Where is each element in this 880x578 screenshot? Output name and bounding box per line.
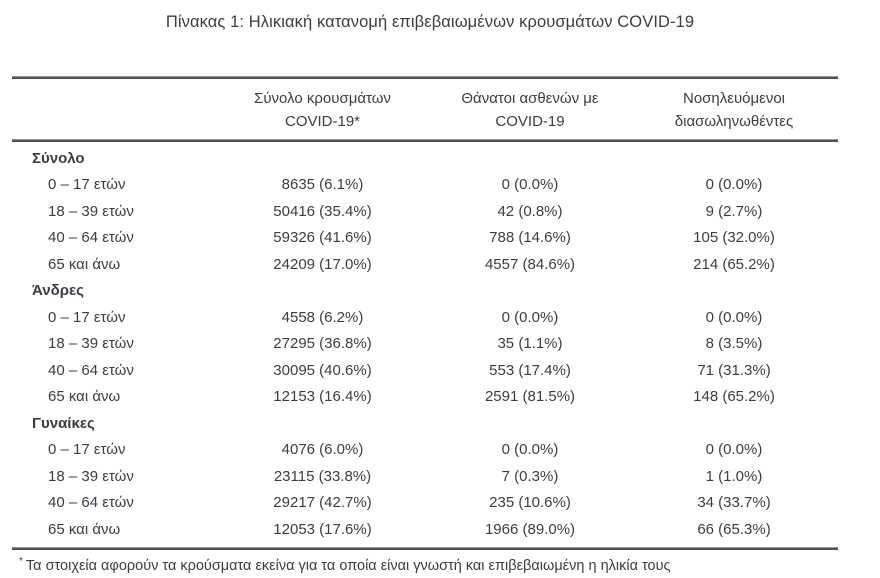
intubated-cell: 66 (65.3%) <box>697 520 771 538</box>
intubated-cell: 0 (0.0%) <box>705 176 763 194</box>
table-row: 40 – 64 ετών 30095 (40.6%) 553 (17.4%) 7… <box>12 357 838 384</box>
table-row: 65 και άνω 24209 (17.0%) 4557 (84.6%) 21… <box>12 251 838 278</box>
report-page: Πίνακας 1: Ηλικιακή κατανομή επιβεβαιωμέ… <box>0 13 880 578</box>
column-header-total-cases: Σύνολο κρουσμάτων COVID-19* <box>215 87 430 133</box>
deaths-cell: 2591 (81.5%) <box>484 388 576 406</box>
cases-cell: 24209 (17.0%) <box>273 255 372 273</box>
cases-cell: 30095 (40.6%) <box>273 361 372 379</box>
column-header-deaths: Θάνατοι ασθενών με COVID-19 <box>430 87 630 133</box>
table-row: 0 – 17 ετών 8635 (6.1%) 0 (0.0%) 0 (0.0%… <box>12 172 838 199</box>
section-label: Γυναίκες <box>32 414 95 432</box>
cases-cell: 4558 (6.2%) <box>281 308 364 326</box>
table-row: 65 και άνω 12053 (17.6%) 1966 (89.0%) 66… <box>12 516 838 543</box>
cases-cell: 4076 (6.0%) <box>281 441 364 459</box>
age-label-cell: 18 – 39 ετών <box>48 202 134 220</box>
intubated-cell: 105 (32.0%) <box>693 229 775 247</box>
cases-cell: 50416 (35.4%) <box>273 202 372 220</box>
deaths-cell: 235 (10.6%) <box>489 494 571 512</box>
age-label-cell: 40 – 64 ετών <box>48 229 134 247</box>
age-label-cell: 40 – 64 ετών <box>48 494 134 512</box>
deaths-cell: 553 (17.4%) <box>489 361 571 379</box>
intubated-cell: 0 (0.0%) <box>705 308 763 326</box>
intubated-cell: 71 (31.3%) <box>697 361 771 379</box>
age-label-cell: 65 και άνω <box>48 520 121 538</box>
intubated-cell: 214 (65.2%) <box>693 255 775 273</box>
table-footnote: * Τα στοιχεία αφορούν τα κρούσματα εκείνα… <box>12 556 838 574</box>
footnote-asterisk: * <box>19 555 23 567</box>
table-row: 65 και άνω 12153 (16.4%) 2591 (81.5%) 14… <box>12 384 838 411</box>
table-row: 0 – 17 ετών 4076 (6.0%) 0 (0.0%) 0 (0.0%… <box>12 437 838 464</box>
intubated-cell: 8 (3.5%) <box>705 335 763 353</box>
age-label-cell: 0 – 17 ετών <box>48 176 126 194</box>
age-label-cell: 0 – 17 ετών <box>48 441 126 459</box>
age-label-cell: 65 και άνω <box>48 255 121 273</box>
table-header-row: Σύνολο κρουσμάτων COVID-19* Θάνατοι ασθε… <box>12 79 838 139</box>
table-body: Σύνολο 0 – 17 ετών 8635 (6.1%) 0 (0.0%) … <box>12 142 838 547</box>
deaths-cell: 42 (0.8%) <box>497 202 563 220</box>
section-header-women: Γυναίκες <box>12 410 838 437</box>
column-header-deaths-line2: COVID-19 <box>495 113 565 130</box>
deaths-cell: 0 (0.0%) <box>501 441 559 459</box>
cases-cell: 27295 (36.8%) <box>273 335 372 353</box>
footnote-text: Τα στοιχεία αφορούν τα κρούσματα εκείνα … <box>25 557 671 574</box>
cases-cell: 23115 (33.8%) <box>273 467 372 485</box>
covid-age-distribution-table: Σύνολο κρουσμάτων COVID-19* Θάνατοι ασθε… <box>12 76 838 573</box>
table-row: 40 – 64 ετών 59326 (41.6%) 788 (14.6%) 1… <box>12 225 838 252</box>
age-label-cell: 18 – 39 ετών <box>48 335 134 353</box>
intubated-cell: 0 (0.0%) <box>705 441 763 459</box>
deaths-cell: 1966 (89.0%) <box>484 520 576 538</box>
section-label: Άνδρες <box>32 282 84 300</box>
cases-cell: 59326 (41.6%) <box>273 229 372 247</box>
section-header-men: Άνδρες <box>12 278 838 305</box>
cases-cell: 12053 (17.6%) <box>273 520 372 538</box>
deaths-cell: 7 (0.3%) <box>501 467 559 485</box>
deaths-cell: 35 (1.1%) <box>497 335 563 353</box>
table-row: 18 – 39 ετών 50416 (35.4%) 42 (0.8%) 9 (… <box>12 198 838 225</box>
intubated-cell: 9 (2.7%) <box>705 202 763 220</box>
table-row: 0 – 17 ετών 4558 (6.2%) 0 (0.0%) 0 (0.0%… <box>12 304 838 331</box>
deaths-cell: 0 (0.0%) <box>501 308 559 326</box>
section-header-total: Σύνολο <box>12 145 838 172</box>
column-header-intubated: Νοσηλευόμενοι διασωληνωθέντες <box>630 87 838 133</box>
table-row: 40 – 64 ετών 29217 (42.7%) 235 (10.6%) 3… <box>12 490 838 517</box>
column-header-deaths-line1: Θάνατοι ασθενών με <box>461 90 599 107</box>
cases-cell: 8635 (6.1%) <box>281 176 364 194</box>
age-label-cell: 65 και άνω <box>48 388 121 406</box>
intubated-cell: 34 (33.7%) <box>697 494 771 512</box>
column-header-total-cases-line1: Σύνολο κρουσμάτων <box>254 90 391 107</box>
intubated-cell: 148 (65.2%) <box>693 388 775 406</box>
header-separator-rule <box>12 139 838 142</box>
cases-cell: 29217 (42.7%) <box>273 494 372 512</box>
deaths-cell: 4557 (84.6%) <box>484 255 576 273</box>
age-label-cell: 0 – 17 ετών <box>48 308 126 326</box>
cases-cell: 12153 (16.4%) <box>273 388 372 406</box>
section-label: Σύνολο <box>32 149 85 167</box>
column-header-total-cases-line2: COVID-19* <box>284 113 361 130</box>
table-row: 18 – 39 ετών 23115 (33.8%) 7 (0.3%) 1 (1… <box>12 463 838 490</box>
column-header-intubated-line2: διασωληνωθέντες <box>674 113 794 130</box>
column-header-intubated-line1: Νοσηλευόμενοι <box>682 90 785 107</box>
deaths-cell: 0 (0.0%) <box>501 176 559 194</box>
table-title: Πίνακας 1: Ηλικιακή κατανομή επιβεβαιωμέ… <box>165 13 695 31</box>
table-row: 18 – 39 ετών 27295 (36.8%) 35 (1.1%) 8 (… <box>12 331 838 358</box>
deaths-cell: 788 (14.6%) <box>489 229 571 247</box>
table-bottom-rule <box>12 546 838 550</box>
age-label-cell: 40 – 64 ετών <box>48 361 134 379</box>
intubated-cell: 1 (1.0%) <box>705 467 763 485</box>
table-top-rule <box>12 76 838 79</box>
age-label-cell: 18 – 39 ετών <box>48 467 134 485</box>
